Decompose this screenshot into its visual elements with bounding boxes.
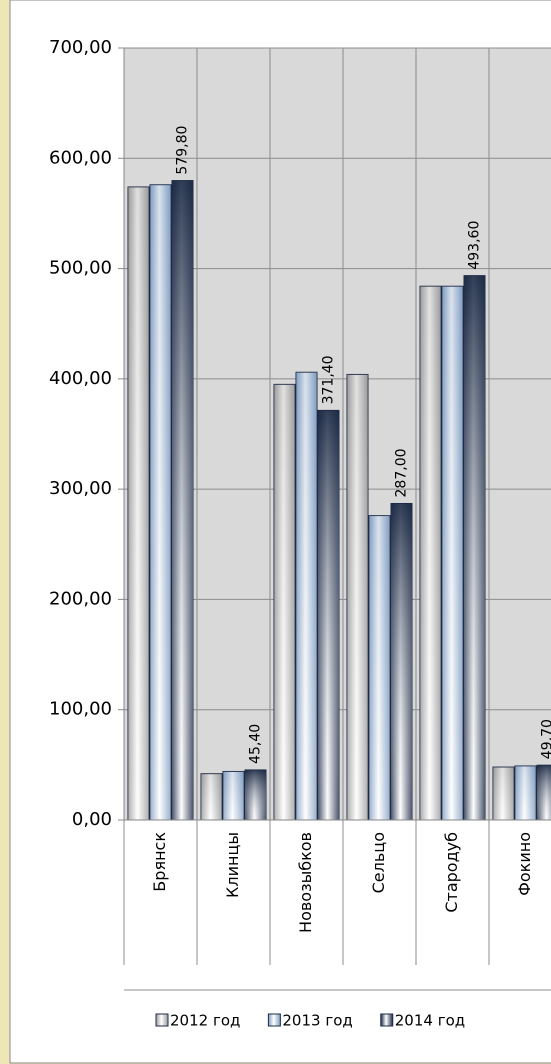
x-tick-label: Новозыбков [296, 832, 315, 933]
data-label: 493,60 [467, 221, 483, 270]
bar-shade [318, 410, 339, 820]
bar-shade [391, 503, 412, 820]
bar-shade [201, 773, 222, 820]
legend-swatch [155, 1013, 169, 1027]
data-label: 579,80 [175, 126, 191, 175]
bar-shade [464, 275, 485, 820]
bar-shade [172, 180, 193, 821]
data-label: 45,40 [248, 724, 264, 764]
bar-shade [274, 384, 295, 820]
legend-label: 2014 год [395, 1012, 465, 1030]
bar-shade [369, 515, 390, 820]
data-label: 371,40 [321, 355, 337, 404]
bar-shade [245, 769, 266, 820]
bar-shade [223, 771, 244, 820]
bar-shade [515, 765, 536, 820]
bar-shade [493, 767, 514, 820]
legend-swatch [267, 1013, 281, 1027]
y-tick-label: 0,00 [72, 809, 112, 830]
legend-label: 2012 год [170, 1012, 240, 1030]
y-tick-label: 500,00 [49, 258, 112, 279]
bar-shade [150, 184, 171, 821]
bar-shade [442, 286, 463, 820]
y-tick-label: 200,00 [49, 588, 112, 609]
y-tick-label: 100,00 [49, 699, 112, 720]
data-label: 287,00 [394, 448, 410, 497]
y-tick-label: 600,00 [49, 147, 112, 168]
legend-swatch [380, 1013, 394, 1027]
legend-label: 2013 год [282, 1012, 352, 1030]
x-tick-label: Фокино [515, 832, 534, 896]
x-tick-label: Сельцо [369, 832, 388, 893]
x-tick-label: Стародуб [442, 832, 461, 913]
bar-shade [128, 186, 149, 820]
x-tick-label: Клинцы [223, 832, 242, 898]
bar-shade [296, 372, 317, 820]
data-label: 49,70 [540, 719, 551, 759]
bar-shade [420, 286, 441, 820]
y-tick-label: 700,00 [49, 37, 112, 58]
y-tick-label: 300,00 [49, 478, 112, 499]
bar-shade [347, 374, 368, 820]
y-tick-label: 400,00 [49, 368, 112, 389]
x-tick-label: Брянск [150, 832, 169, 892]
bar-shade [537, 765, 551, 820]
